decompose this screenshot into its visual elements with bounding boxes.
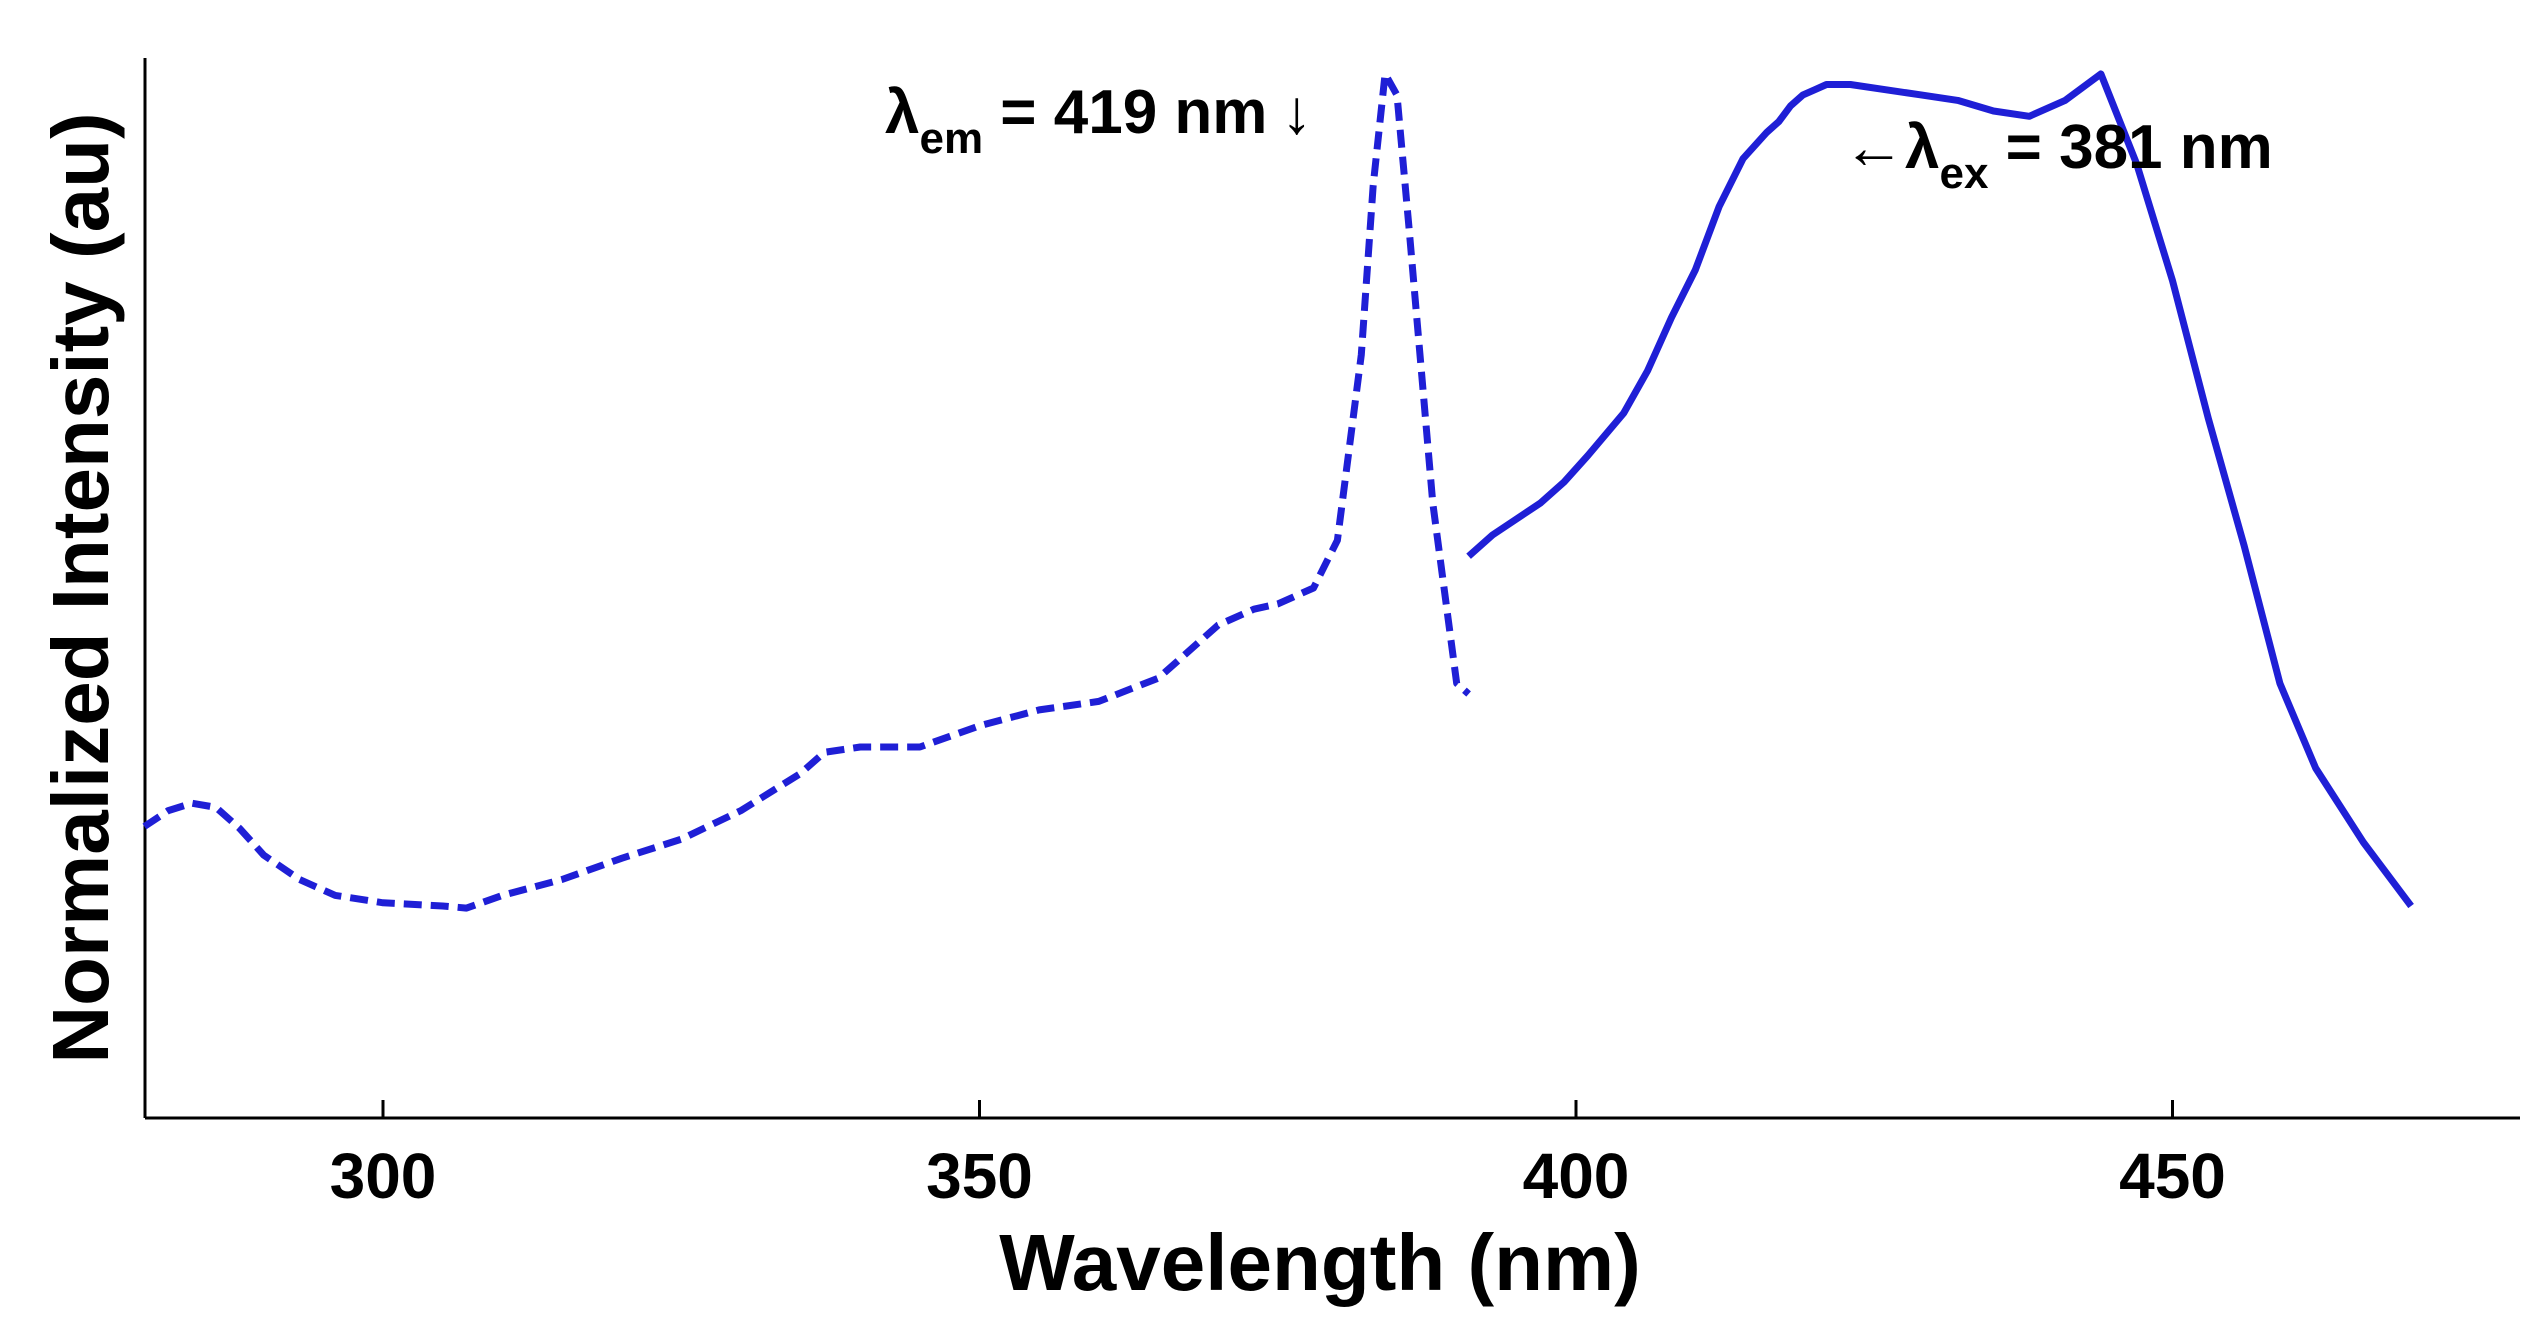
y-axis-label: Normalized Intensity (au) [36, 112, 125, 1063]
annotation-excitation-text: = 381 nm [1988, 113, 2272, 182]
annotation-emission-arrow: ↓ [1281, 78, 1312, 147]
annotation-emission-text: = 419 nm [983, 78, 1267, 147]
x-axis-label: Wavelength (nm) [999, 1218, 1640, 1307]
x-tick-label-450: 450 [2119, 1140, 2226, 1212]
x-tick-label-300: 300 [330, 1140, 437, 1212]
dashed-spectrum-line [142, 70, 1471, 912]
annotation-excitation: ←λex = 381 nm [1843, 113, 2273, 198]
annotation-emission-subscript: em [919, 114, 983, 163]
annotation-excitation-arrow: ← [1843, 113, 1905, 182]
x-tick-label-350: 350 [926, 1140, 1033, 1212]
series-layer [142, 70, 2414, 912]
x-tick-label-400: 400 [1523, 1140, 1630, 1212]
x-ticks: 300 350 400 450 [330, 1100, 2226, 1212]
annotation-emission: λem = 419 nm ↓ [885, 78, 1312, 163]
annotation-excitation-symbol: λ [1905, 113, 1939, 182]
annotation-excitation-subscript: ex [1939, 149, 1988, 198]
annotation-emission-symbol: λ [885, 78, 919, 147]
solid-spectrum-line [1466, 70, 2414, 909]
